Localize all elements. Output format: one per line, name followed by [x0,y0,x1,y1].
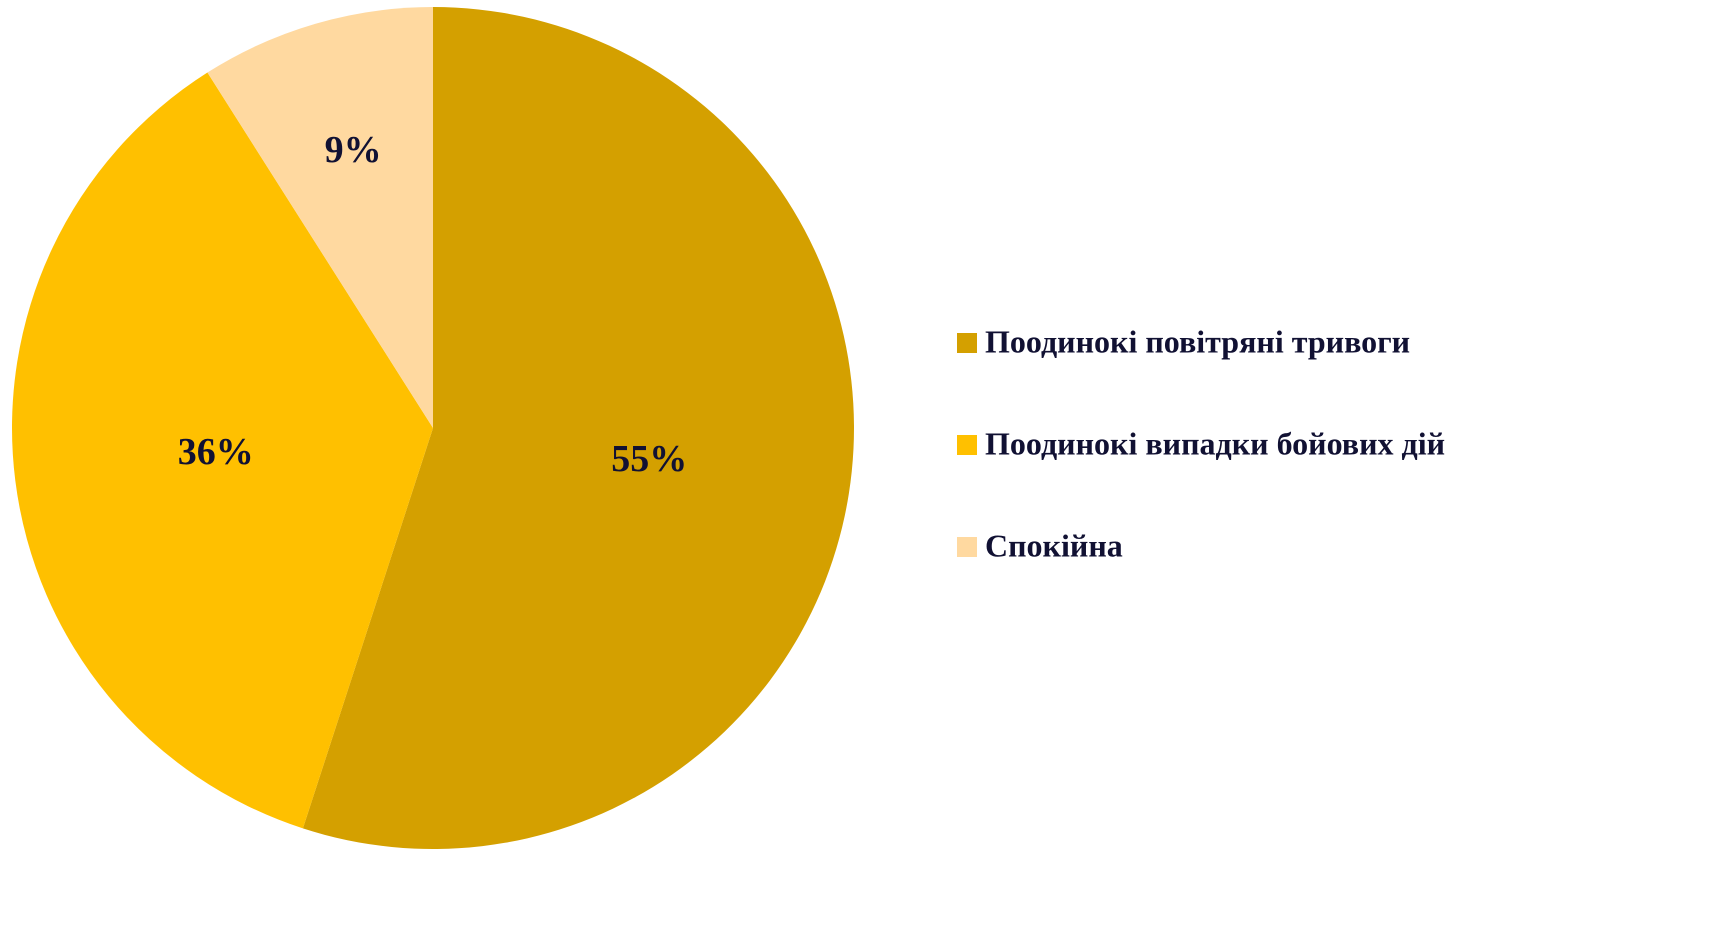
pie-slice [302,7,855,849]
pie-slice [207,7,433,428]
pie-slice [11,72,433,829]
legend-swatch [957,435,977,455]
data-label: 36% [178,431,254,473]
data-label: 9% [325,129,382,171]
legend-label: Поодинокі повітряні тривоги [985,323,1410,359]
legend-label: Поодинокі випадки бойових дій [985,425,1445,461]
data-label: 55% [611,438,687,480]
legend-swatch [957,537,977,557]
legend-swatch [957,333,977,353]
legend-label: Спокійна [985,527,1123,563]
